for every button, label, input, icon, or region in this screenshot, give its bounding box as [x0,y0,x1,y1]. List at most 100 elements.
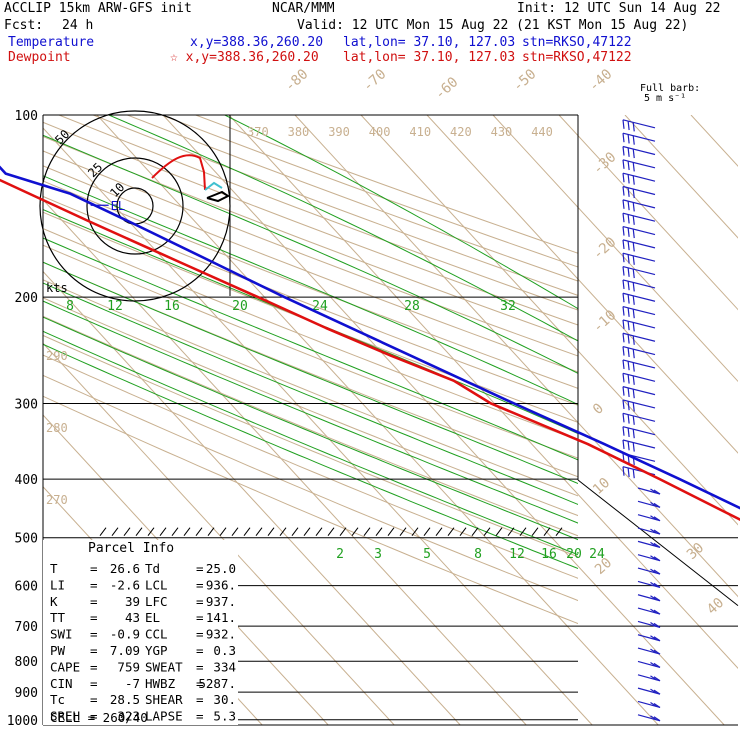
level-hatch [159,527,167,537]
init-time: Init: 12 UTC Sun 14 Aug 22 [517,1,721,16]
wind-barb [622,399,656,412]
wind-barb-feather [622,213,625,223]
right-axis-slant [577,479,739,607]
wind-barb-feather [650,701,657,707]
wind-barb-feather [632,322,635,332]
isotherm-label: -80 [282,66,312,95]
theta-label: 280 [46,421,68,435]
isotherm-label: -70 [360,66,390,95]
dry-adiabat-line [195,115,578,254]
level-hatch [243,527,251,537]
wind-barb-feather [632,402,635,412]
isotherm-line [492,115,738,383]
wind-barb-staff [637,594,661,602]
wind-barb-feather [650,635,657,641]
level-hatch [519,527,527,537]
wind-barb-feather [653,636,661,642]
wind-barb-feather [627,254,630,264]
parcel-key: SHEAR [145,692,183,707]
wind-barb-feather [632,349,635,359]
isotherm-line [294,115,738,598]
wind-barb [637,487,661,495]
dewpoint-legend: Dewpoint [8,50,71,65]
wind-barb-feather [622,266,625,276]
parcel-key: SREH [50,709,80,724]
wind-barb [622,159,656,172]
wind-barb-feather [627,401,630,411]
level-hatch [171,527,179,537]
level-hatch [219,527,227,537]
dewpoint-station: stn=RKSO,47122 [522,50,632,65]
dry-adiabat-line [43,227,578,441]
isotherm-line [558,115,738,311]
wind-barb-staff [622,439,656,449]
parcel-key: CIN [50,676,73,691]
isotherm-label: -60 [432,74,462,103]
wind-barb-feather [653,502,661,508]
parcel-eq: = [90,577,98,592]
wind-barb-feather [632,375,635,385]
level-hatch [387,527,395,537]
wind-barb-feather [627,427,630,437]
moist-adiabat-line [43,300,578,524]
level-hatch [435,527,443,537]
level-hatch [339,527,347,537]
wind-barb-feather [627,467,630,478]
wind-barb-feather [627,227,630,237]
moist-adiabat-label: 28 [404,299,420,314]
wind-barb-staff [622,319,656,329]
isotherm-line [228,115,738,669]
theta-label: 270 [46,493,68,507]
wind-barb-feather [627,201,630,211]
wind-barb [622,332,656,345]
wind-barb-feather [622,439,625,450]
wind-barb-feather [632,122,635,132]
level-hatch [375,527,383,537]
level-hatch [267,527,275,537]
wind-barb-staff [637,580,661,588]
wind-barb-feather [622,279,625,289]
theta-label: 440 [531,125,553,139]
level-hatch [183,527,191,537]
moist-adiabat-line [43,343,578,570]
wind-barb-feather [627,187,630,197]
temperature-legend: Temperature [8,35,95,50]
wind-barb-feather [650,488,657,494]
parcel-value: -2.6 [110,577,140,592]
level-hatch [291,527,299,537]
wind-barb-feather [627,174,630,184]
parcel-key: SWEAT [145,659,183,674]
hodograph-ring-label: 10 [107,180,127,200]
wind-barb-feather [627,281,630,291]
wind-barb-staff [622,332,656,342]
moist-adiabat-label: 12 [107,299,123,314]
moist-adiabat-label: 24 [312,299,328,314]
wind-barb-feather [622,413,625,423]
wind-barb-feather [650,541,657,547]
moist-adiabat-line [43,209,578,435]
isotherm-label: 10 [590,475,613,498]
parcel-value: 5287. [198,676,236,691]
wind-barb-feather [622,306,625,316]
wind-barb-feather [650,661,657,667]
wind-barb-feather [650,608,657,614]
parcel-key: Td [145,561,160,576]
hodograph-ring-label: 50 [52,127,72,147]
wind-barb-feather [653,702,661,708]
pressure-tick-label: 200 [15,291,38,306]
wind-barb [622,372,656,385]
wind-barb-feather [632,242,635,252]
wind-barb-staff [622,306,656,316]
level-hatch [231,527,239,537]
mixing-ratio-line [703,538,740,725]
wind-barb [637,714,661,722]
level-hatch [507,527,515,537]
wind-barb-feather [627,307,630,317]
wind-barb-feather [627,361,630,371]
theta-label: 430 [491,125,513,139]
wind-barb [622,265,656,279]
wind-barb-feather [622,173,625,183]
